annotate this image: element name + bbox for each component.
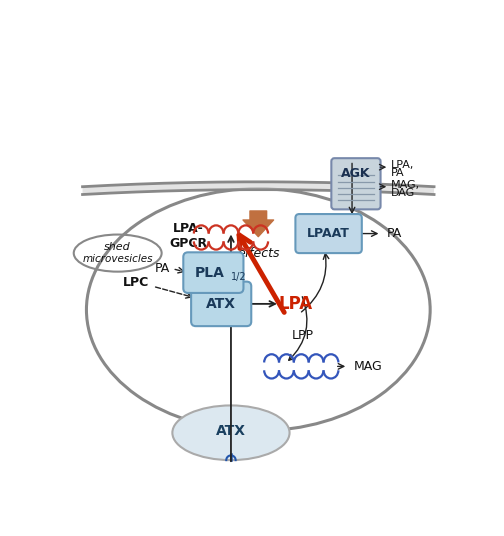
Text: LPC: LPC	[122, 276, 149, 289]
Polygon shape	[83, 182, 434, 195]
FancyBboxPatch shape	[295, 214, 362, 253]
Text: LPP: LPP	[292, 329, 314, 342]
FancyArrowPatch shape	[243, 211, 274, 237]
Text: effects: effects	[237, 247, 280, 260]
FancyBboxPatch shape	[183, 252, 243, 293]
Text: AGK: AGK	[341, 167, 371, 180]
Text: MAG,: MAG,	[391, 180, 420, 190]
Ellipse shape	[172, 405, 289, 460]
Text: 1/2: 1/2	[231, 272, 246, 282]
Text: LPA: LPA	[278, 295, 312, 313]
Text: ATX: ATX	[206, 297, 236, 311]
Text: LPAAT: LPAAT	[307, 227, 350, 240]
Text: microvesicles: microvesicles	[83, 254, 153, 264]
Text: ATX: ATX	[216, 424, 246, 438]
Text: LPA,: LPA,	[391, 160, 414, 170]
FancyBboxPatch shape	[331, 158, 381, 210]
Text: PLA: PLA	[195, 266, 224, 280]
Text: PA: PA	[387, 227, 402, 240]
Text: PA: PA	[391, 168, 405, 178]
Text: LPA-
GPCR: LPA- GPCR	[169, 221, 207, 250]
Text: shed: shed	[104, 242, 131, 252]
Text: DAG: DAG	[391, 188, 415, 198]
Text: MAG: MAG	[354, 360, 383, 373]
FancyBboxPatch shape	[191, 281, 251, 326]
Text: PA: PA	[155, 262, 170, 275]
